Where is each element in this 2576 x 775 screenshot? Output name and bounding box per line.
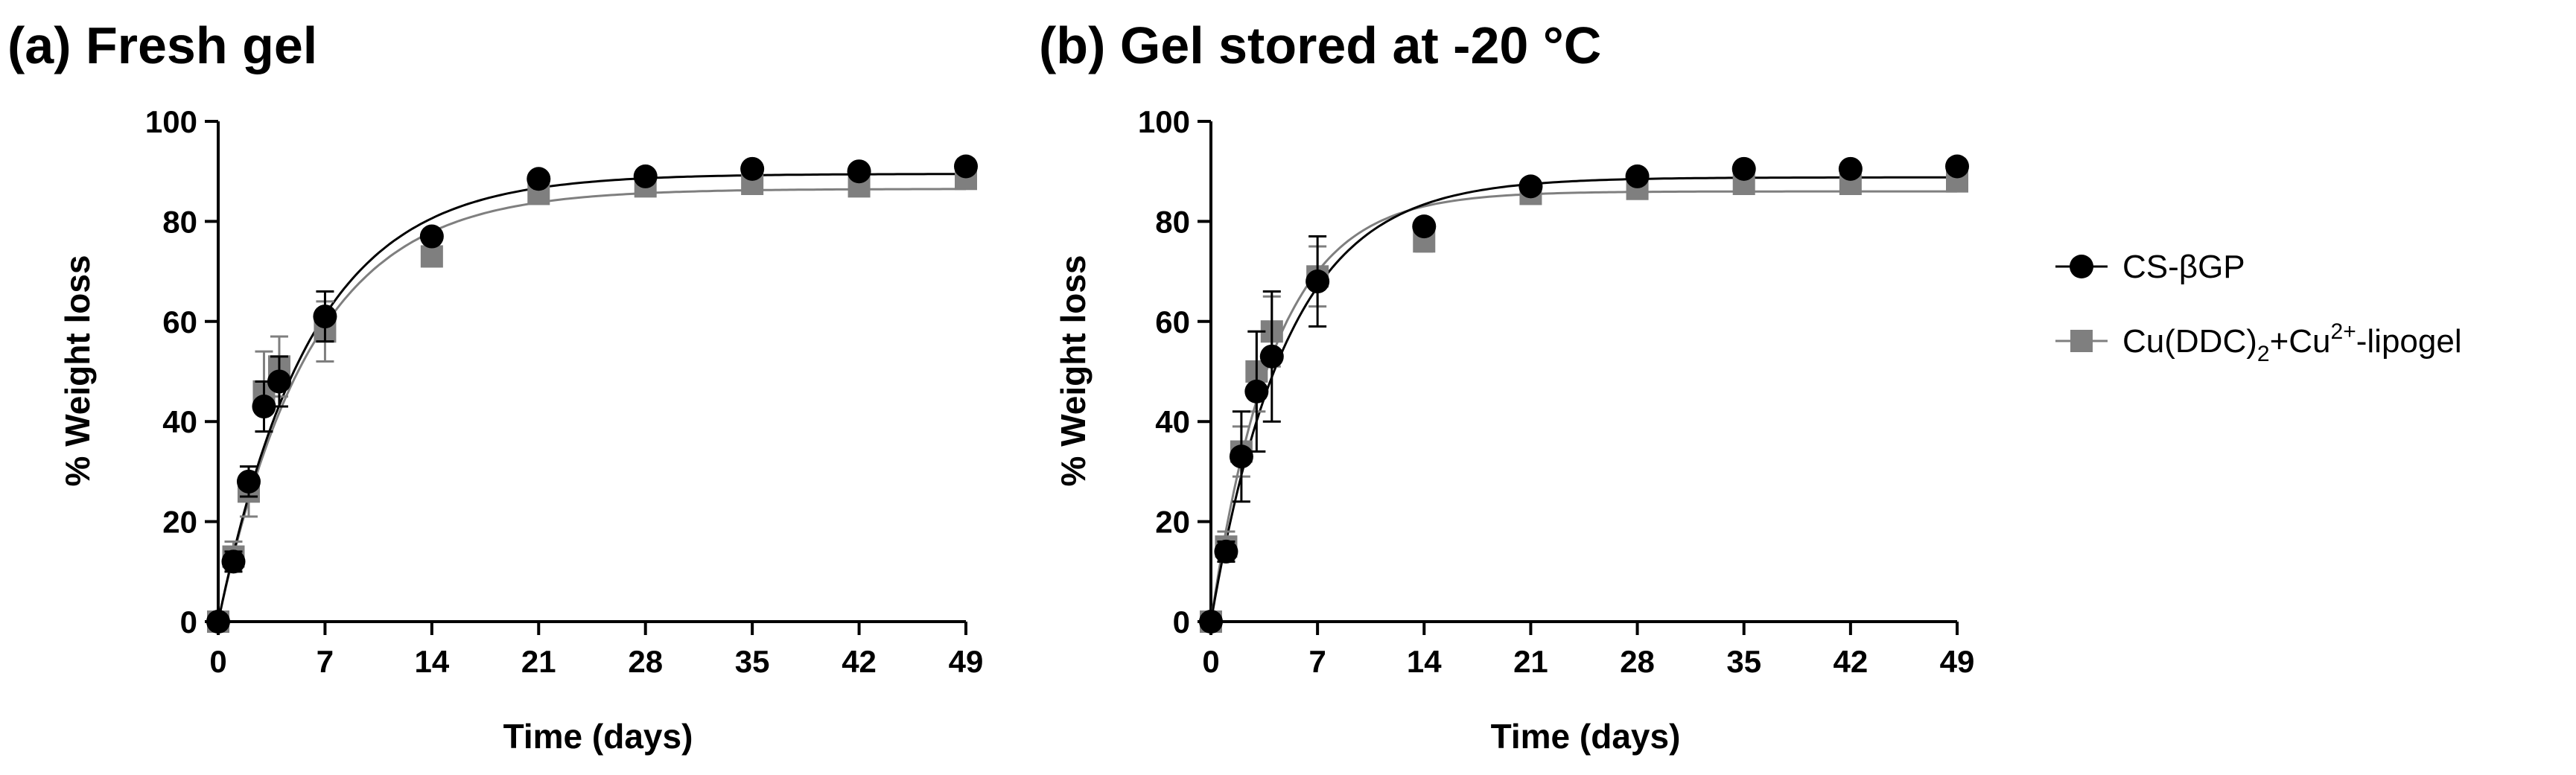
panel-a-point-0 (633, 164, 658, 188)
panel-b-point-0 (1731, 156, 1756, 181)
panel-b-x-tick-label: 49 (1940, 644, 1975, 679)
panel-a-fresh-gel: (a) Fresh gel % Weight loss Time (days) … (7, 16, 983, 756)
panel-a-y-tick-label: 100 (145, 104, 197, 139)
panel-a-x-tick-label: 21 (521, 644, 556, 679)
panel-b-x-tick-label: 28 (1620, 644, 1655, 679)
panel-b-x-tick-label: 35 (1726, 644, 1761, 679)
legend-label-lipogel: Cu(DDC)2+Cu2+-lipogel (2122, 319, 2462, 366)
panel-b-y-tick-label: 0 (1173, 605, 1190, 640)
panel-a-title: (a) Fresh gel (7, 16, 317, 74)
panel-b-point-0 (1945, 154, 1969, 179)
panel-a-x-tick-label: 49 (949, 644, 984, 679)
panel-a-point-0 (221, 549, 246, 574)
panel-b-x-tick-label: 0 (1202, 644, 1219, 679)
panel-b-stored-gel: (b) Gel stored at -20 °C % Weight loss T… (1039, 16, 1974, 756)
panel-a-point-0 (252, 395, 276, 419)
panel-b-point-0 (1229, 444, 1253, 469)
panel-a-y-tick-label: 0 (180, 605, 197, 640)
panel-b-y-tick-label: 100 (1138, 104, 1190, 139)
panel-a-point-0 (847, 159, 871, 184)
panel-a-x-tick-label: 42 (842, 644, 877, 679)
legend-label-cs-bgp: CS-βGP (2122, 249, 2245, 285)
panel-a-fit-curve-0 (217, 173, 967, 622)
panel-a-point-0 (267, 369, 291, 394)
panel-b-point-0 (1838, 156, 1863, 181)
panel-b-fit-curve-1 (1209, 190, 1957, 622)
panel-a-y-tick-label: 60 (162, 304, 197, 339)
panel-b-x-axis-label: Time (days) (1491, 717, 1681, 756)
panel-a-point-0 (419, 224, 444, 249)
panel-b-fit-curve-0 (1209, 176, 1957, 622)
panel-b-x-tick-label: 14 (1407, 644, 1442, 679)
panel-b-point-0 (1244, 379, 1269, 404)
panel-a-y-tick-label: 80 (162, 204, 197, 239)
panel-a-point-0 (236, 469, 261, 494)
panel-b-point-0 (1625, 164, 1650, 188)
panel-a-y-tick-label: 20 (162, 505, 197, 540)
panel-b-point-0 (1518, 174, 1543, 199)
legend: CS-βGP Cu(DDC)2+Cu2+-lipogel (2055, 249, 2462, 366)
panel-a-point-0 (527, 167, 551, 191)
panel-a-point-0 (313, 304, 337, 329)
panel-b-point-0 (1412, 214, 1437, 239)
panel-a-x-tick-label: 0 (209, 644, 226, 679)
panel-a-point-1 (420, 245, 443, 268)
panel-b-x-tick-label: 7 (1308, 644, 1326, 679)
panel-a-x-tick-label: 14 (414, 644, 449, 679)
panel-a-x-tick-label: 28 (628, 644, 663, 679)
panel-b-point-0 (1259, 344, 1284, 369)
panel-b-x-tick-label: 42 (1833, 644, 1868, 679)
panel-a-point-0 (206, 610, 230, 634)
panel-b-x-tick-label: 21 (1513, 644, 1548, 679)
panel-a-x-axis-label: Time (days) (503, 717, 693, 756)
panel-a-x-tick-label: 35 (735, 644, 770, 679)
panel-a-point-0 (740, 156, 765, 181)
panel-b-point-0 (1199, 610, 1223, 634)
panel-a-fit-curve-1 (217, 188, 966, 622)
panel-b-title: (b) Gel stored at -20 °C (1039, 16, 1601, 74)
panel-b-y-axis-label: % Weight loss (1054, 255, 1093, 487)
panel-a-x-tick-label: 7 (317, 644, 334, 679)
panel-a-y-tick-label: 40 (162, 404, 197, 439)
panel-b-point-0 (1306, 270, 1330, 294)
panel-b-y-tick-label: 20 (1155, 505, 1190, 540)
panel-b-point-0 (1214, 539, 1238, 564)
legend-marker-lipogel (2070, 330, 2093, 352)
panel-b-y-tick-label: 60 (1155, 304, 1190, 339)
panel-a-y-axis-label: % Weight loss (58, 255, 97, 487)
panel-b-y-tick-label: 40 (1155, 404, 1190, 439)
panel-a-point-0 (954, 154, 978, 179)
legend-marker-cs-bgp (2070, 255, 2093, 278)
panel-b-y-tick-label: 80 (1155, 204, 1190, 239)
